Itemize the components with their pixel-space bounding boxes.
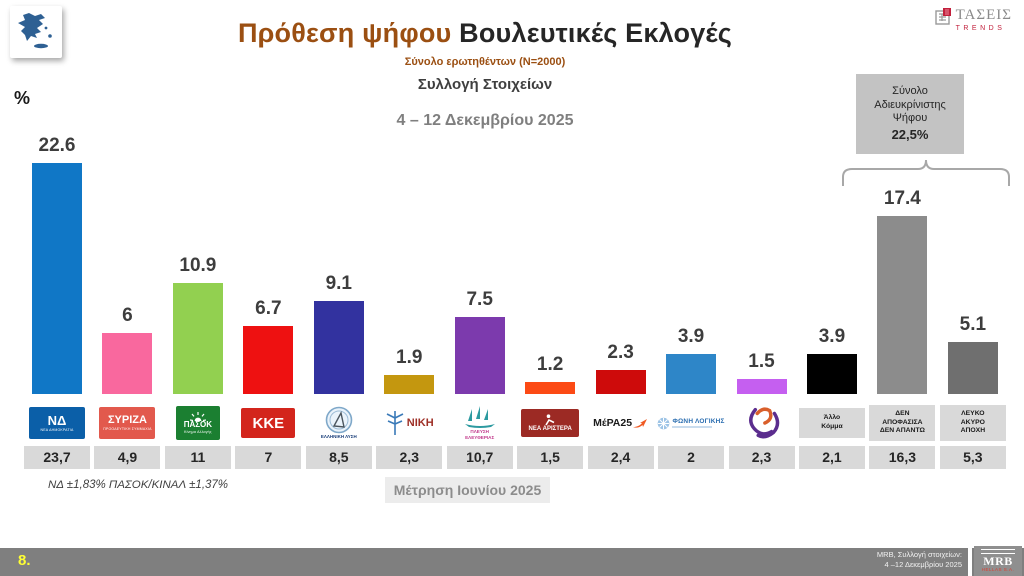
logo-kinima-dimokratias bbox=[727, 400, 797, 446]
june-value-syriza: 4,9 bbox=[94, 446, 161, 469]
nea-aristera-figure-icon bbox=[545, 414, 555, 426]
june-value-nea-aristera: 1,5 bbox=[517, 446, 584, 469]
percent-axis-unit: % bbox=[14, 88, 31, 108]
undecided-total-box: Σύνολο Αδιευκρίνιστης Ψήφου 22,5% bbox=[856, 74, 964, 154]
footer-source-line1: MRB, Συλλογή στοιχείων: bbox=[876, 550, 962, 559]
june-value-kinima-dimokratias: 2,3 bbox=[728, 446, 795, 469]
pasok-sun-icon bbox=[189, 412, 206, 421]
bar-value-mera25: 2.3 bbox=[607, 342, 634, 363]
logo-pasok: ΠΑΣΟΚ Κίνημα Αλλαγής bbox=[163, 400, 233, 446]
june-value-niki: 2,3 bbox=[376, 446, 443, 469]
bar-den-apofasisa bbox=[877, 216, 928, 394]
footer-source-text: MRB, Συλλογή στοιχείων: 4 –12 Δεκεμβρίου… bbox=[877, 550, 962, 570]
niki-wheat-icon bbox=[386, 411, 404, 435]
logo-nd: ΝΔ ΝΕΑ ΔΗΜΟΚΡΑΤΙΑ bbox=[22, 400, 92, 446]
date-range-subtitle: 4 – 12 Δεκεμβρίου 2025 bbox=[396, 112, 574, 129]
bar-lefko-akyro bbox=[947, 342, 998, 394]
bar-kinima-dimokratias bbox=[736, 379, 787, 394]
previous-measurement-label: Μέτρηση Ιουνίου 2025 bbox=[385, 477, 550, 503]
undecided-line-2: Αδιευκρίνιστης bbox=[874, 98, 946, 111]
logo-el-lysi: ΕΛΛΗΝΙΚΗ ΛΥΣΗ bbox=[304, 400, 374, 446]
bar-foni-logikis bbox=[666, 354, 717, 394]
june-value-el-lysi: 8,5 bbox=[305, 446, 372, 469]
logo-kke: ΚΚΕ bbox=[233, 400, 303, 446]
bar-value-plefsi: 7.5 bbox=[466, 289, 493, 310]
bar-value-kke: 6.7 bbox=[255, 298, 282, 319]
bar-value-kinima-dimokratias: 1.5 bbox=[748, 351, 775, 372]
bar-value-pasok: 10.9 bbox=[179, 255, 217, 276]
june-value-plefsi: 10,7 bbox=[446, 446, 513, 469]
logo-nea-aristera: ΝΕΑ ΑΡΙΣΤΕΡΑ bbox=[515, 400, 585, 446]
undecided-value: 22,5% bbox=[891, 127, 929, 142]
undecided-brace bbox=[842, 159, 1010, 186]
june-value-kke: 7 bbox=[235, 446, 302, 469]
june-value-lefko-akyro: 5,3 bbox=[939, 446, 1006, 469]
greece-map-logo bbox=[10, 6, 62, 58]
compass-icon bbox=[325, 406, 353, 434]
bar-allo-komma bbox=[806, 354, 857, 394]
logo-plefsi: ΠΛΕΥΣΗ ΕΛΕΥΘΕΡΙΑΣ bbox=[445, 400, 515, 446]
june-value-allo-komma: 2,1 bbox=[798, 446, 865, 469]
bar-value-el-lysi: 9.1 bbox=[325, 273, 352, 294]
tulip-flower-icon bbox=[748, 407, 779, 439]
mera25-arrow-icon bbox=[633, 419, 648, 428]
bar-syriza bbox=[102, 333, 153, 394]
bar-value-nea-aristera: 1.2 bbox=[536, 354, 564, 375]
june-value-den-apofasisa: 16,3 bbox=[869, 446, 936, 469]
logo-mera25: ΜέΡΑ25 bbox=[586, 400, 656, 446]
bar-el-lysi bbox=[313, 301, 364, 394]
footer-bar bbox=[0, 548, 1024, 576]
bar-value-foni-logikis: 3.9 bbox=[677, 326, 705, 347]
greece-map-icon bbox=[18, 13, 52, 49]
title-accent: Πρόθεση ψήφου bbox=[237, 18, 452, 48]
bar-value-nd: 22.6 bbox=[38, 135, 76, 156]
logo-allo-komma: Άλλο Κόμμα bbox=[797, 400, 867, 446]
page-title: Πρόθεση ψήφου Βουλευτικές Εκλογές bbox=[0, 18, 970, 49]
sailing-ship-icon bbox=[464, 406, 495, 429]
title-rest: Βουλευτικές Εκλογές bbox=[451, 18, 733, 48]
logo-lefko-akyro: ΛΕΥΚΟ ΑΚΥΡΟ ΑΠΟΧΗ bbox=[938, 400, 1008, 446]
mrb-wordmark: MRB bbox=[983, 554, 1013, 569]
bar-kke bbox=[243, 326, 294, 394]
trends-wordmark: TRENDS bbox=[955, 25, 1006, 32]
taseis-wordmark: ΤΑΣΕΙΣ bbox=[955, 7, 1012, 23]
logo-niki: ΝΙΚΗ bbox=[374, 400, 444, 446]
undecided-line-1: Σύνολο bbox=[892, 84, 928, 97]
sample-size-subtitle: Σύνολο ερωτηθέντων (N=2000) bbox=[404, 56, 566, 68]
bar-value-niki: 1.9 bbox=[396, 347, 423, 368]
bar-nd bbox=[32, 163, 82, 394]
logo-den-apofasisa: ΔΕΝ ΑΠΟΦΑΣΙΣΑ ΔΕΝ ΑΠΑΝΤΩ bbox=[867, 400, 937, 446]
june-value-pasok: 11 bbox=[164, 446, 231, 469]
mrb-hellas-text: HELLAS S.A. bbox=[981, 567, 1015, 573]
taseis-maze-icon bbox=[934, 8, 951, 25]
bar-nea-aristera bbox=[525, 382, 576, 394]
bar-niki bbox=[384, 375, 435, 394]
logo-syriza: ΣΥΡΙΖΑ ΠΡΟΟΔΕΥΤΙΚΗ ΣΥΜΜΑΧΙΑ bbox=[92, 400, 162, 446]
bar-value-allo-komma: 3.9 bbox=[818, 326, 846, 347]
taseis-trends-logo: ΤΑΣΕΙΣ TRENDS bbox=[934, 7, 1012, 32]
undecided-line-3: Ψήφου bbox=[892, 112, 928, 125]
bar-value-den-apofasisa: 17.4 bbox=[883, 188, 921, 209]
logo-foni-logikis: ΦΩΝΗ ΛΟΓΙΚΗΣ bbox=[656, 400, 726, 446]
june-value-nd: 23,7 bbox=[24, 446, 90, 469]
margin-of-error-note: ΝΔ ±1,83% ΠΑΣΟΚ/ΚΙΝΑΛ ±1,37% bbox=[48, 479, 229, 491]
page-number: 8. bbox=[18, 552, 31, 569]
footer-source-line2: 4 –12 Δεκεμβρίου 2025 bbox=[884, 560, 963, 570]
footer-separator bbox=[968, 548, 972, 576]
collection-subtitle: Συλλογή Στοιχείων bbox=[417, 76, 553, 93]
bar-value-lefko-akyro: 5.1 bbox=[959, 314, 987, 335]
june-value-mera25: 2,4 bbox=[587, 446, 654, 469]
bar-pasok bbox=[172, 283, 223, 394]
mrb-hellas-logo: MRB HELLAS S.A. bbox=[974, 546, 1022, 576]
june-value-foni-logikis: 2 bbox=[658, 446, 725, 469]
mrb-logo-lines bbox=[981, 549, 1015, 555]
foni-logikis-rosette-icon bbox=[658, 417, 670, 429]
bar-plefsi bbox=[454, 317, 505, 394]
bar-mera25 bbox=[595, 370, 646, 394]
bar-value-syriza: 6 bbox=[122, 305, 133, 326]
